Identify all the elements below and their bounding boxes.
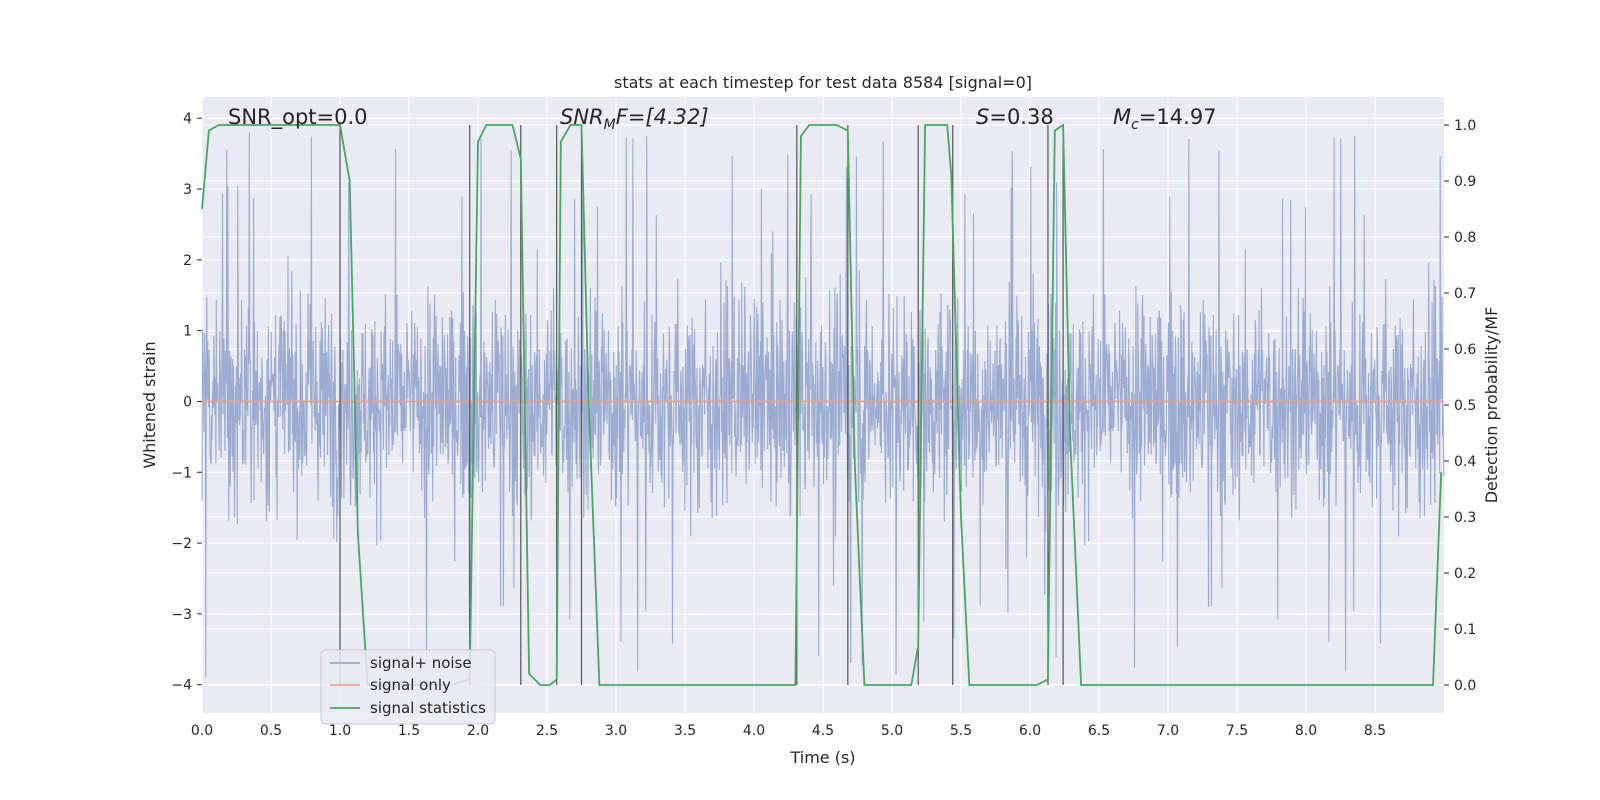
x-tick-label: 2.0 <box>467 723 489 739</box>
y-tick-label-right: 0.6 <box>1454 342 1476 358</box>
x-tick-label: 2.5 <box>536 723 558 739</box>
y-tick-label-right: 0.3 <box>1454 510 1476 526</box>
signal-plus-noise-series <box>201 132 1445 678</box>
mc-base: M <box>1113 105 1131 129</box>
y-axis-title: Whitened strain <box>140 341 159 468</box>
y-tick-label-right: 0.2 <box>1454 566 1476 582</box>
x-tick-label: 8.0 <box>1295 723 1317 739</box>
x-tick-label: 1.5 <box>398 723 420 739</box>
signal-plus-noise-line <box>201 132 1445 678</box>
mc-annotation: Mc=14.97 <box>1113 105 1217 133</box>
y-tick-label-right: 0.5 <box>1454 398 1476 414</box>
y-tick-label-left: −1 <box>171 465 192 481</box>
x-tick-label: 4.5 <box>812 723 834 739</box>
legend-label-signal-statistics: signal statistics <box>370 699 486 717</box>
mc-value: =14.97 <box>1139 105 1217 129</box>
legend-label-signal-noise: signal+ noise <box>370 654 472 672</box>
x-tick-label: 7.5 <box>1226 723 1248 739</box>
mc-sub: c <box>1131 117 1139 133</box>
y-tick-label-right: 0.4 <box>1454 454 1476 470</box>
x-tick-label: 6.0 <box>1019 723 1041 739</box>
x-tick-label: 4.0 <box>743 723 765 739</box>
y-axis-right-title: Detection probability/MF <box>1482 307 1501 504</box>
s-annotation: S=0.38 <box>976 105 1054 129</box>
chart-title: stats at each timestep for test data 858… <box>614 73 1032 92</box>
y-tick-label-right: 0.1 <box>1454 622 1476 638</box>
y-tick-label-left: −3 <box>171 607 192 623</box>
snr-opt-annotation: SNR_opt=0.0 <box>228 105 368 130</box>
y-tick-label-right: 0.7 <box>1454 286 1476 302</box>
x-tick-label: 3.0 <box>605 723 627 739</box>
y-tick-label-right: 0.0 <box>1454 678 1476 694</box>
x-axis-title: Time (s) <box>789 748 855 767</box>
y-tick-label-left: 0 <box>183 394 192 410</box>
s-value: =0.38 <box>989 105 1053 129</box>
x-tick-label: 6.5 <box>1088 723 1110 739</box>
x-tick-label: 3.5 <box>674 723 696 739</box>
snr-mf-base: SNR <box>560 105 604 129</box>
tick-labels: 0.0 0.5 1.0 1.5 2.0 2.5 3.0 3.5 4.0 4.5 5.0 5.5 6.0 6… <box>171 111 1476 739</box>
x-tick-label: 0.5 <box>260 723 282 739</box>
y-tick-label-left: 4 <box>183 111 192 127</box>
snr-mf-f: F=[4.32] <box>616 105 709 129</box>
legend-box <box>320 649 496 725</box>
y-tick-label-left: 3 <box>183 182 192 198</box>
y-tick-label-left: 2 <box>183 253 192 269</box>
y-tick-label-left: −2 <box>171 536 192 552</box>
snr-mf-sub: M <box>604 117 616 133</box>
y-tick-label-right: 1.0 <box>1454 118 1476 134</box>
legend: signal+ noise signal only signal statist… <box>320 649 496 725</box>
x-tick-label: 0.0 <box>191 723 213 739</box>
x-tick-label: 7.0 <box>1157 723 1179 739</box>
legend-label-signal-only: signal only <box>370 676 451 694</box>
y-tick-label-left: −4 <box>171 678 192 694</box>
x-tick-label: 8.5 <box>1364 723 1386 739</box>
y-tick-label-right: 0.9 <box>1454 174 1476 190</box>
x-tick-label: 5.5 <box>950 723 972 739</box>
annotations: SNR_opt=0.0 SNRMF=[4.32] S=0.38 Mc=14.97 <box>228 105 1217 133</box>
snr-mf-annotation: SNRMF=[4.32] <box>560 105 709 133</box>
y-tick-label-left: 1 <box>183 324 192 340</box>
s-italic: S <box>976 105 989 129</box>
y-tick-label-right: 0.8 <box>1454 230 1476 246</box>
x-tick-label: 1.0 <box>329 723 351 739</box>
x-tick-label: 5.0 <box>881 723 903 739</box>
